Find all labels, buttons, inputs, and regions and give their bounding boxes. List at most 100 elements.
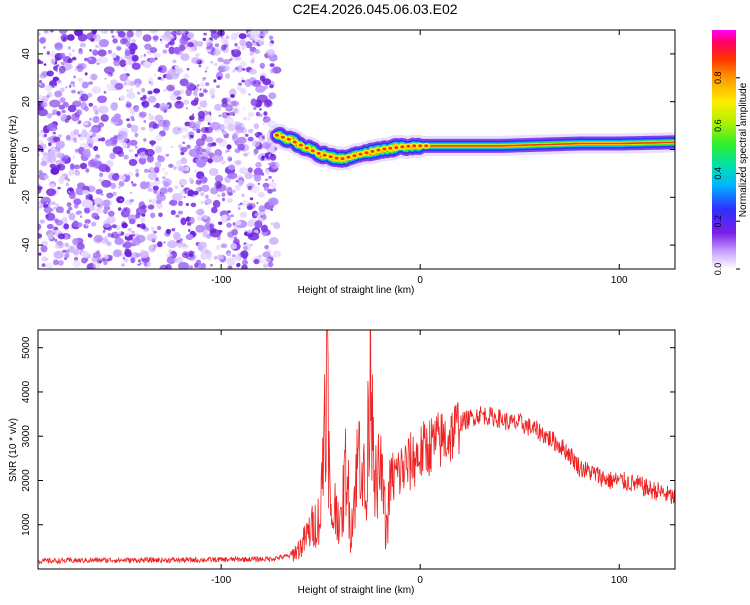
noise-blob (122, 207, 131, 215)
noise-blob (163, 241, 166, 244)
noise-blob (205, 82, 210, 86)
noise-blob (156, 225, 162, 231)
noise-blob (38, 59, 42, 65)
noise-blob (109, 152, 116, 160)
noise-blob (167, 240, 178, 249)
noise-blob (188, 265, 194, 269)
noise-blob (147, 90, 153, 95)
noise-blob (233, 49, 238, 53)
y-tick-label: 4000 (21, 380, 32, 403)
ridge-blob-core (328, 155, 333, 159)
noise-blob (44, 84, 53, 92)
noise-blob (106, 192, 114, 199)
noise-blob (38, 170, 43, 174)
noise-blob (43, 206, 53, 214)
noise-blob (82, 189, 90, 196)
x-tick-label: -100 (211, 275, 231, 286)
noise-blob (180, 217, 187, 226)
noise-blob (253, 81, 257, 84)
noise-blob (198, 64, 202, 68)
noise-blob (39, 37, 46, 44)
noise-blob (253, 258, 260, 265)
noise-blob (238, 82, 243, 86)
noise-blob (88, 81, 93, 85)
noise-blob (167, 187, 173, 193)
noise-blob (269, 68, 275, 74)
noise-blob (217, 194, 221, 198)
ridge-blob-core (382, 147, 387, 151)
noise-blob (133, 78, 142, 86)
noise-blob (246, 202, 256, 210)
noise-blob (52, 232, 56, 236)
noise-blob (46, 223, 54, 230)
noise-blob (126, 89, 129, 93)
noise-blob (78, 120, 82, 124)
noise-blob (168, 249, 172, 253)
noise-blob (38, 132, 42, 137)
noise-blob (63, 223, 70, 230)
noise-blob (269, 63, 275, 68)
noise-blob (71, 89, 76, 94)
noise-blob (72, 249, 80, 256)
noise-blob (211, 142, 217, 146)
spectrogram-x-label: Height of straight line (km) (298, 285, 415, 296)
noise-blob (254, 152, 257, 156)
noise-blob (73, 164, 81, 170)
noise-blob (71, 56, 77, 61)
noise-blob (101, 179, 112, 188)
noise-blob (118, 181, 125, 187)
noise-blob (38, 94, 44, 100)
noise-blob (77, 109, 83, 116)
noise-blob (140, 55, 144, 58)
noise-blob (126, 100, 130, 105)
noise-blob (202, 215, 208, 220)
noise-blob (220, 243, 228, 249)
noise-blob (182, 246, 187, 250)
noise-blob (153, 243, 158, 248)
noise-blob (168, 200, 175, 206)
noise-blob (139, 111, 147, 118)
noise-blob (131, 181, 134, 184)
noise-blob (235, 263, 241, 268)
noise-blob (103, 219, 111, 228)
noise-blob (104, 77, 107, 80)
noise-blob (57, 240, 63, 246)
noise-blob (75, 169, 78, 172)
noise-blob (91, 212, 99, 219)
noise-blob (124, 50, 131, 56)
noise-blob (80, 250, 90, 258)
noise-blob (87, 233, 91, 237)
noise-blob (185, 82, 195, 91)
noise-blob (196, 128, 201, 134)
noise-blob (247, 112, 255, 117)
noise-blob (111, 173, 120, 181)
noise-blob (51, 112, 55, 116)
noise-blob (230, 214, 235, 217)
noise-blob (40, 101, 48, 108)
noise-blob (92, 116, 100, 123)
noise-blob (116, 230, 122, 235)
noise-blob (226, 257, 237, 266)
noise-blob (57, 134, 63, 138)
noise-blob (141, 87, 146, 93)
noise-blob (178, 144, 183, 149)
noise-blob (67, 104, 77, 113)
noise-blob (49, 183, 55, 189)
noise-blob (214, 149, 223, 157)
noise-blob (72, 156, 76, 159)
noise-blob (53, 250, 64, 259)
noise-blob (158, 212, 163, 218)
noise-blob (255, 111, 261, 116)
noise-blob (125, 59, 134, 66)
noise-blob (46, 70, 54, 77)
noise-blob (162, 176, 166, 179)
noise-blob (84, 72, 88, 76)
noise-blob (229, 158, 233, 161)
noise-blob (179, 190, 185, 195)
spectrogram-y-ticks: -40 -20 0 20 40 (21, 48, 675, 252)
noise-blob (119, 59, 127, 68)
noise-blob (65, 249, 70, 254)
noise-blob (64, 118, 69, 123)
noise-blob (168, 46, 175, 55)
